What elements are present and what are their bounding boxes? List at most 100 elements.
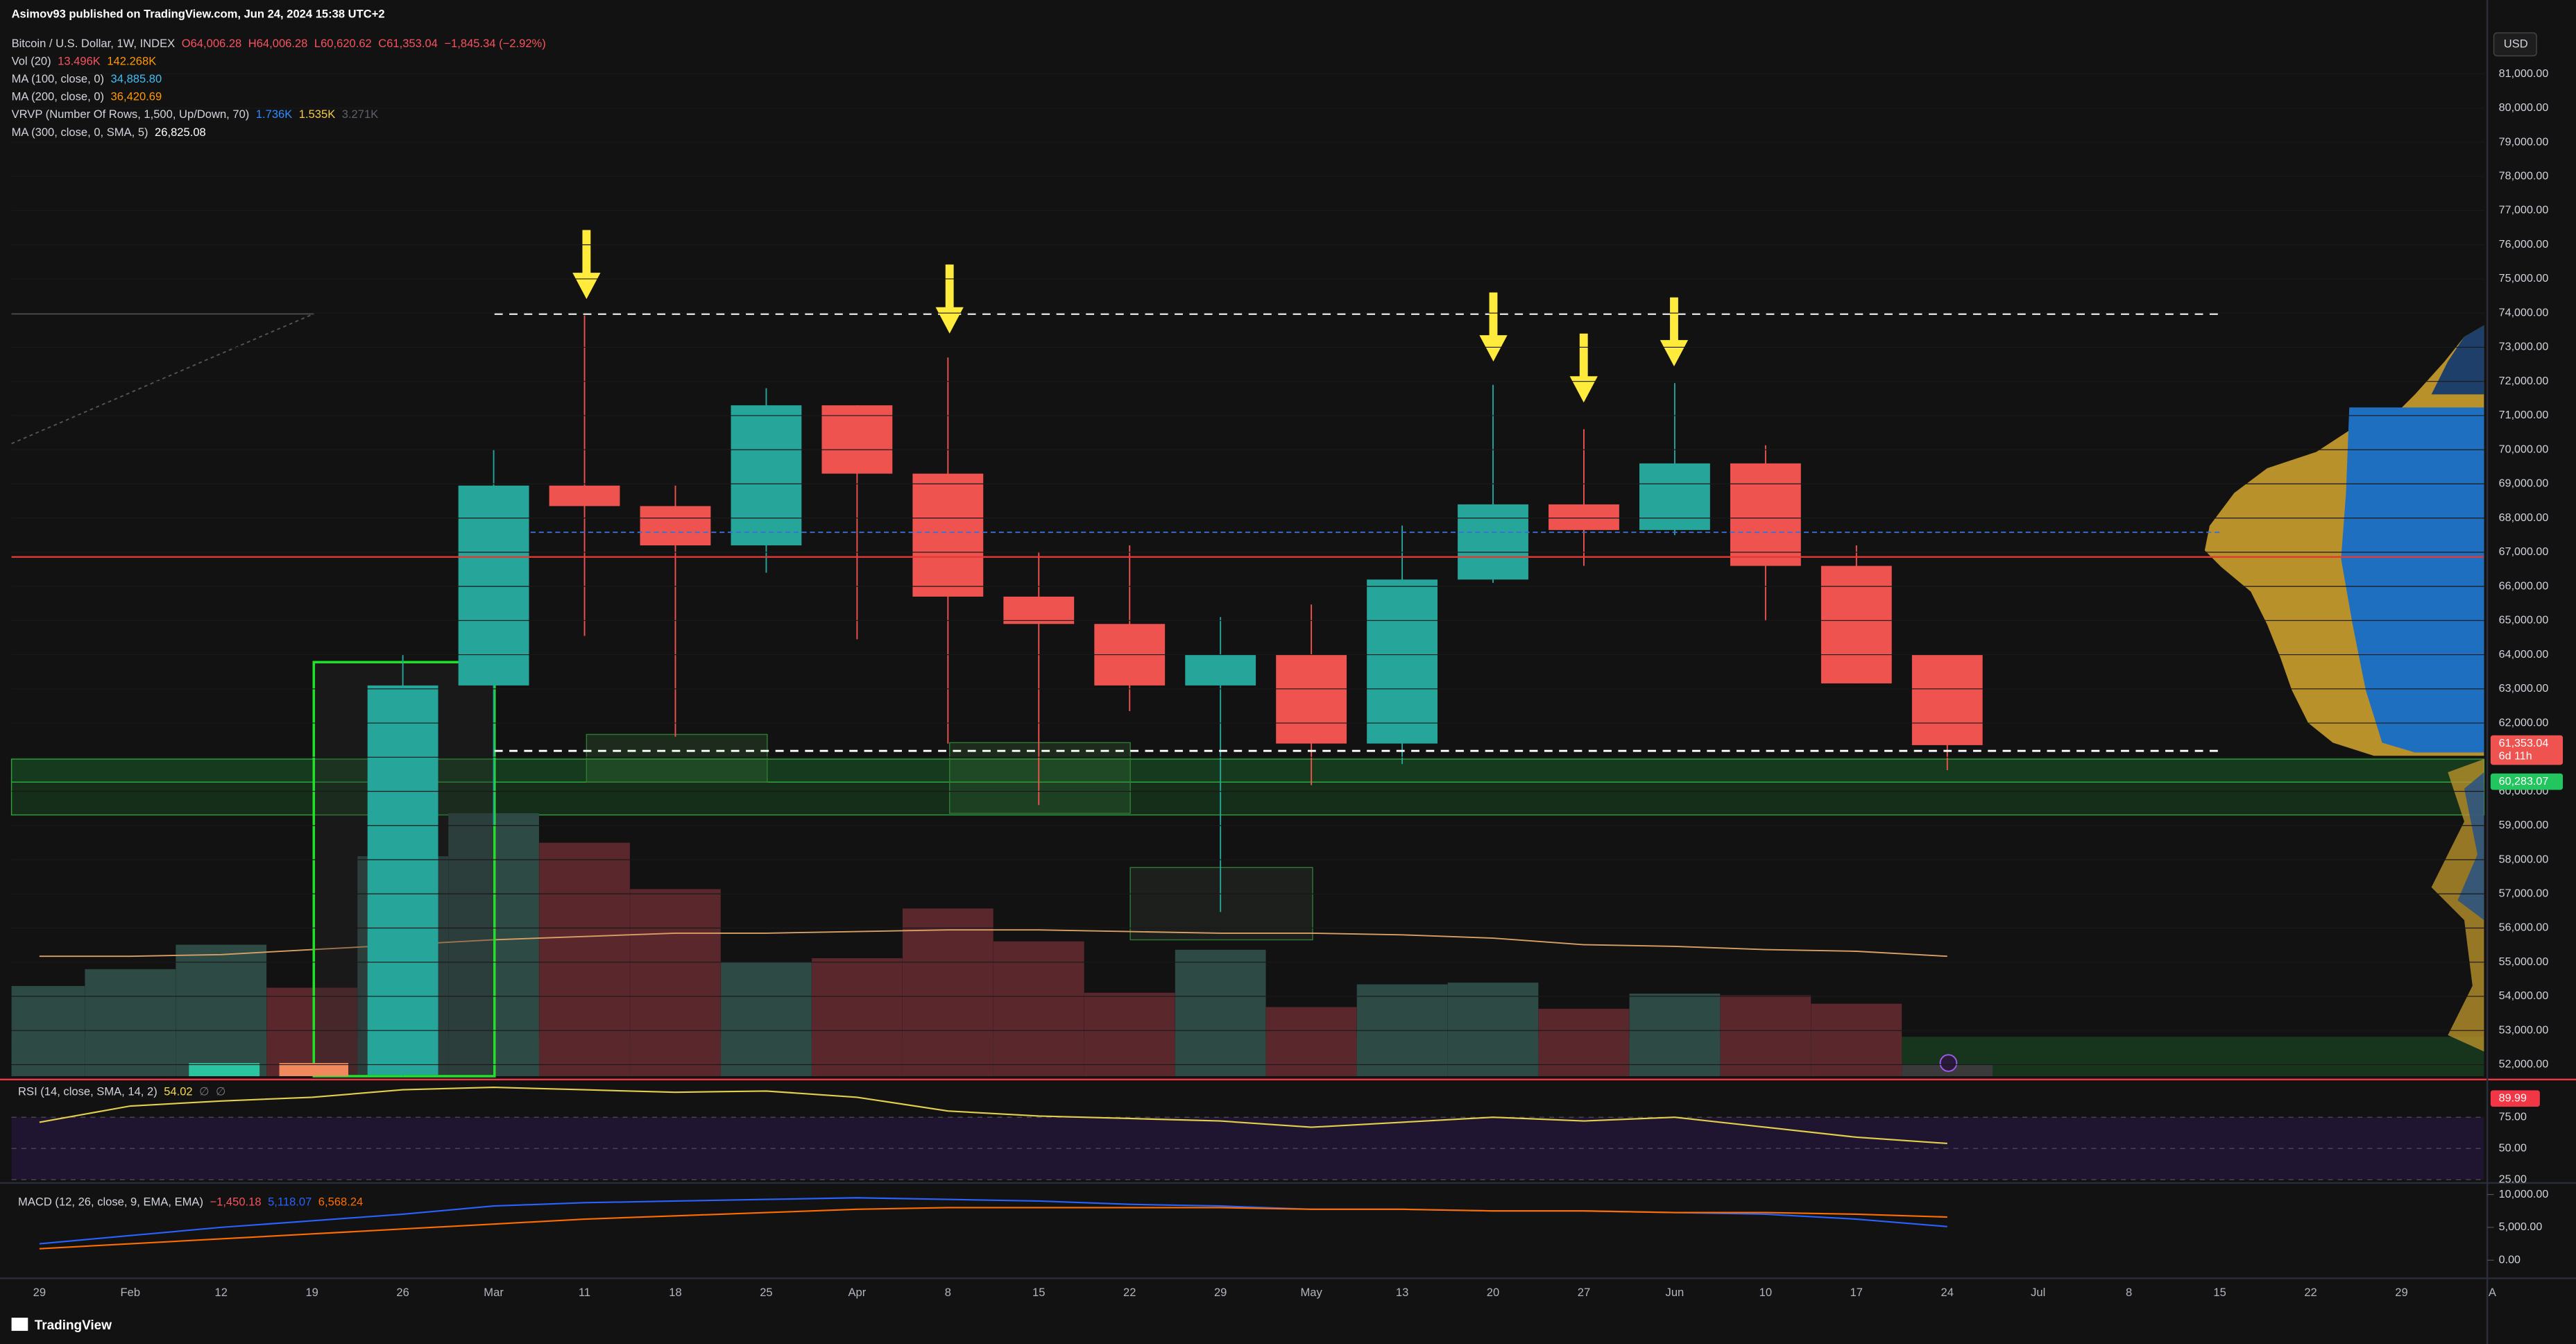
x-tick-label: Jul <box>2031 1286 2045 1299</box>
level-label: 89.99 <box>2499 1091 2527 1104</box>
y-tick-label: 0.00 <box>2499 1253 2520 1266</box>
volume-bar <box>902 908 993 1077</box>
y-tick-label: 80,000.00 <box>2499 101 2549 114</box>
y-tick-label: 58,000.00 <box>2499 853 2549 865</box>
arrow <box>1479 292 1508 361</box>
volume-ma-line <box>39 929 1947 958</box>
legend-row: Bitcoin / U.S. Dollar, 1W, INDEX O64,006.… <box>12 37 546 50</box>
y-tick-label: 63,000.00 <box>2499 682 2549 695</box>
logo <box>11 1318 28 1332</box>
candle-body <box>1911 654 1983 745</box>
currency: USD <box>2504 37 2528 50</box>
y-tick-label: 65,000.00 <box>2499 614 2549 627</box>
candle-body <box>1367 579 1438 744</box>
volume-bar <box>1811 1003 1902 1077</box>
y-tick-label: 50.00 <box>2499 1141 2527 1154</box>
volume-bar <box>1084 992 1175 1077</box>
volume-bar <box>993 941 1084 1077</box>
volume-bar <box>266 987 358 1077</box>
level-box <box>2490 773 2564 790</box>
legend-value: −1,450.18 <box>210 1196 261 1209</box>
y-tick-label: 74,000.00 <box>2499 306 2549 318</box>
volume-bar <box>11 986 85 1077</box>
legend-value: −1,845.34 (−2.92%) <box>444 37 545 50</box>
legend-value: 54.02 <box>164 1085 192 1098</box>
legend-value: 1.535K <box>299 108 336 121</box>
y-tick-label: 75.00 <box>2499 1110 2527 1123</box>
profile-down <box>2341 407 2484 753</box>
candle-body <box>367 685 438 1075</box>
volume-bar <box>812 958 903 1077</box>
y-tick-label: 53,000.00 <box>2499 1023 2549 1036</box>
x-tick-label: 8 <box>2126 1286 2132 1299</box>
y-tick-label: 25.00 <box>2499 1173 2527 1185</box>
x-tick-label: 26 <box>396 1286 409 1299</box>
volume-bar <box>176 944 267 1077</box>
x-tick-label: 11 <box>579 1286 590 1299</box>
x-tick-label: Mar <box>484 1286 504 1299</box>
legend-name: MA (100, close, 0) <box>12 72 104 85</box>
x-tick-label: 18 <box>669 1286 681 1299</box>
last-price-box <box>2490 735 2564 765</box>
x-tick-label: A <box>2489 1286 2497 1299</box>
x-tick-label: 17 <box>1850 1286 1863 1299</box>
x-tick-label: 19 <box>305 1286 318 1299</box>
arrow <box>1569 333 1598 403</box>
box <box>1129 867 1313 941</box>
indicator-line <box>39 1086 1947 1145</box>
legend-value: H64,006.28 <box>248 37 308 50</box>
x-tick-label: 13 <box>1396 1286 1408 1299</box>
y-tick-label: 75,000.00 <box>2499 272 2549 284</box>
x-tick-label: 15 <box>1032 1286 1045 1299</box>
x-tick-label: 29 <box>33 1286 46 1299</box>
legend-value: O64,006.28 <box>182 37 242 50</box>
y-tick-label: 57,000.00 <box>2499 887 2549 899</box>
countdown: 6d 11h <box>2499 750 2532 763</box>
legend-value: ∅ <box>199 1085 209 1098</box>
y-tick-label: 59,000.00 <box>2499 819 2549 831</box>
legend-row: VRVP (Number Of Rows, 1,500, Up/Down, 70… <box>12 108 379 121</box>
indicator-legend: MACD (12, 26, close, 9, EMA, EMA) −1,450.… <box>18 1196 363 1209</box>
volume-bar <box>1175 949 1266 1077</box>
level-box <box>2490 1090 2540 1107</box>
box <box>948 742 1131 814</box>
y-tick-label: 73,000.00 <box>2499 341 2549 353</box>
y-tick-label: 10,000.00 <box>2499 1188 2549 1200</box>
arrow <box>1660 297 1689 367</box>
y-tick-label: 70,000.00 <box>2499 443 2549 455</box>
volume-bar <box>539 842 630 1077</box>
legend-name: Bitcoin / U.S. Dollar, 1W, INDEX <box>12 37 176 50</box>
legend-row: MA (300, close, 0, SMA, 5) 26,825.08 <box>12 126 206 139</box>
profile-up <box>2431 759 2484 1052</box>
y-tick-label: 68,000.00 <box>2499 511 2549 524</box>
lines <box>11 312 2484 752</box>
x-tick-label: 22 <box>1123 1286 1136 1299</box>
legend-name: RSI (14, close, SMA, 14, 2) <box>18 1085 157 1098</box>
legend-name: MA (300, close, 0, SMA, 5) <box>12 126 148 139</box>
arrow <box>572 230 601 299</box>
x-tick-label: 12 <box>215 1286 228 1299</box>
candle-body <box>912 473 984 597</box>
legend-row: MA (200, close, 0) 36,420.69 <box>12 90 162 103</box>
y-tick-label: 79,000.00 <box>2499 135 2549 148</box>
currency-box <box>2493 32 2537 57</box>
y-tick-label: 52,000.00 <box>2499 1058 2549 1071</box>
y-tick-label: 56,000.00 <box>2499 921 2549 934</box>
candle-body <box>1458 504 1528 580</box>
volume-bar <box>1538 1008 1630 1077</box>
x-tick-label: 29 <box>2395 1286 2407 1299</box>
volume-profile <box>2204 325 2484 1052</box>
x-tick-label: 22 <box>2304 1286 2317 1299</box>
brand: TradingView <box>35 1318 112 1333</box>
event-icon <box>1939 1054 1958 1072</box>
x-tick-label: Jun <box>1666 1286 1684 1299</box>
legend-name: VRVP (Number Of Rows, 1,500, Up/Down, 70… <box>12 108 250 121</box>
legend-value: 36,420.69 <box>111 90 162 103</box>
marker <box>189 1063 260 1077</box>
legend-value: 5,118.07 <box>268 1196 312 1209</box>
x-tick-label: 10 <box>1759 1286 1772 1299</box>
volume-bar <box>630 889 721 1077</box>
legend-name: MA (200, close, 0) <box>12 90 104 103</box>
legend-value: 1.736K <box>256 108 293 121</box>
y-tick-label: 55,000.00 <box>2499 955 2549 968</box>
